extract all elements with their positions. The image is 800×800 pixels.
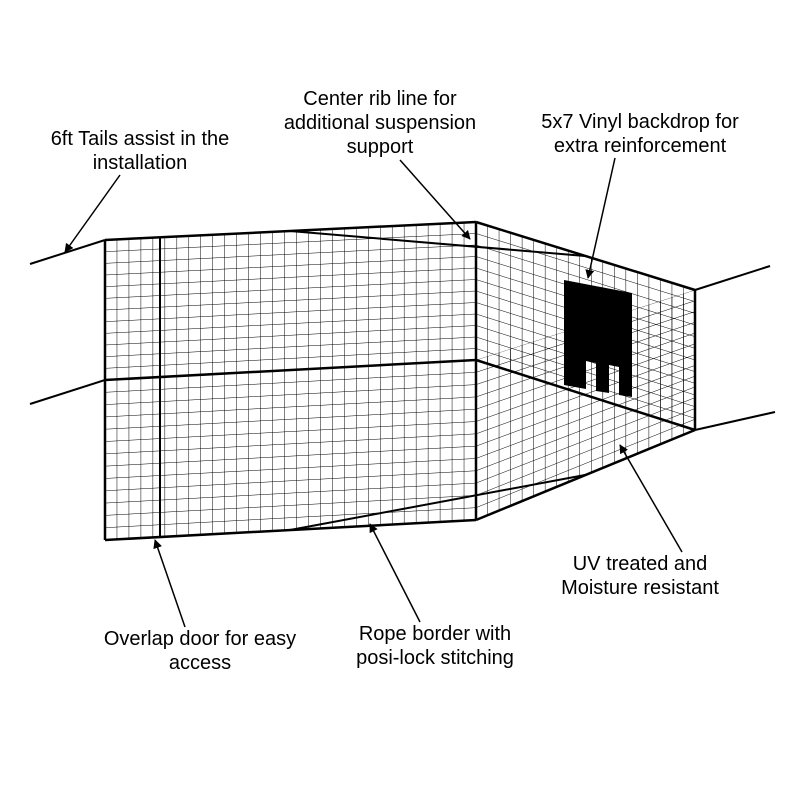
door-leader (155, 540, 185, 627)
rope-leader (370, 524, 420, 622)
vinyl-backdrop (564, 280, 632, 397)
label-rope: Rope border withposi-lock stitching (356, 623, 514, 669)
label-tails: 6ft Tails assist in theinstallation (51, 128, 230, 174)
label-uv: UV treated andMoisture resistant (561, 553, 719, 599)
cage-edges (30, 222, 775, 540)
uv-leader (620, 445, 682, 552)
rib-leader (400, 160, 470, 239)
callout-labels: 6ft Tails assist in theinstallation Cente… (51, 88, 739, 674)
label-backdrop: 5x7 Vinyl backdrop forextra reinforcemen… (541, 111, 739, 157)
batting-cage-diagram: 6ft Tails assist in theinstallation Cente… (0, 0, 800, 800)
label-rib: Center rib line foradditional suspension… (284, 88, 476, 158)
label-door: Overlap door for easyaccess (104, 628, 296, 674)
